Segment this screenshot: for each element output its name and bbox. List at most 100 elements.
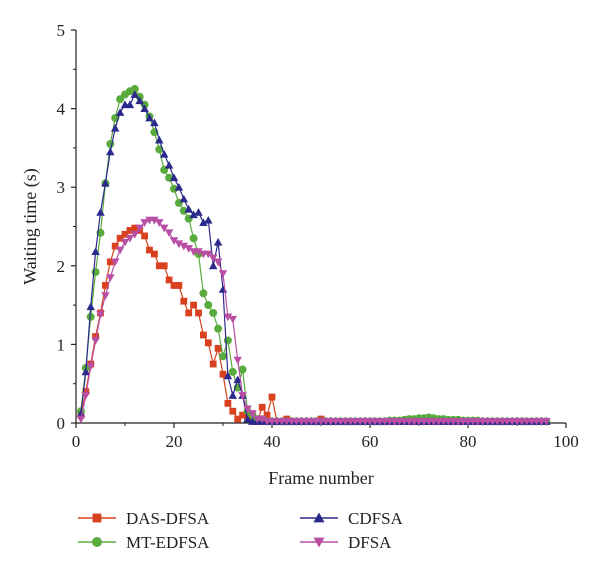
legend-item: MT-EDFSA [78,533,210,552]
legend-item: DAS-DFSA [78,509,210,528]
data-point [258,403,266,411]
data-point [82,388,90,395]
data-point [174,182,184,191]
data-point [213,258,223,267]
data-point [239,411,246,419]
data-point [126,227,134,234]
data-point [189,234,198,243]
data-point [96,208,105,216]
data-point [91,337,100,345]
data-point [199,289,208,298]
data-point [243,405,252,414]
data-point [214,324,223,333]
data-point [169,237,179,245]
data-point [146,246,153,254]
data-point [238,392,247,400]
data-point [140,104,149,112]
data-point [313,512,325,523]
data-point [141,232,148,240]
data-point [140,219,149,227]
y-tick-label: 2 [57,257,66,276]
data-point [184,204,193,213]
data-point [86,312,95,321]
x-axis-title: Frame number [268,468,373,488]
series-das-dfsa [77,224,550,425]
data-point [106,147,115,156]
y-tick-label: 5 [57,21,66,40]
data-point [102,282,109,289]
data-point [233,356,242,365]
data-point [185,309,193,317]
data-point [125,234,135,243]
data-point [92,537,102,547]
data-point [268,393,276,401]
data-point [116,234,124,242]
legend-label: CDFSA [348,509,404,528]
data-point [164,160,174,169]
data-point [195,309,202,317]
data-point [208,261,218,270]
series-layer [76,84,551,426]
data-point [204,301,213,310]
data-point [218,270,228,278]
data-point [189,210,198,219]
data-point [155,219,164,227]
data-point [170,282,178,289]
data-point [204,250,213,259]
legend: DAS-DFSA MT-EDFSA CDFSA DFSA [78,509,404,552]
series-line [80,227,547,423]
x-tick-label: 60 [362,432,379,451]
data-point [130,230,140,239]
data-point [164,229,174,238]
data-point [110,124,120,132]
data-point [209,360,217,368]
data-point [234,415,242,423]
data-point [155,262,163,270]
data-point [76,409,86,417]
data-point [204,215,213,224]
x-tick-label: 100 [553,432,579,451]
data-point [81,392,91,400]
data-point [204,339,212,347]
data-point [145,113,154,122]
plot-area: 0 20 40 60 80 100 0 1 2 3 4 5 [57,21,579,451]
data-point [160,262,168,270]
data-point [120,238,130,247]
data-point [224,399,232,407]
data-point [86,363,95,371]
data-point [179,242,189,251]
data-point [92,333,99,340]
y-tick-label: 4 [57,100,66,119]
data-point [130,90,140,98]
data-point [313,537,325,548]
data-point [229,407,237,415]
legend-item: DFSA [300,533,392,552]
data-point [179,194,189,203]
x-tick-label: 0 [72,432,81,451]
y-tick-label: 0 [57,414,66,433]
data-point [248,410,257,418]
legend-label: MT-EDFSA [126,533,210,552]
series-line [80,88,547,423]
data-point [174,240,184,249]
data-point [542,418,551,426]
data-point [130,84,139,93]
data-point [121,230,129,238]
data-point [200,331,207,339]
data-point [214,344,222,352]
data-point [115,108,125,116]
data-point [135,224,144,233]
data-point [238,365,247,374]
data-point [159,149,169,158]
data-point [190,301,197,309]
data-point [209,308,218,317]
data-point [223,313,233,322]
data-point [155,135,164,144]
data-point [257,415,267,424]
data-point [228,391,238,399]
data-point [150,118,159,127]
data-point [106,274,115,282]
data-point [228,367,237,376]
legend-label: DAS-DFSA [126,509,210,528]
